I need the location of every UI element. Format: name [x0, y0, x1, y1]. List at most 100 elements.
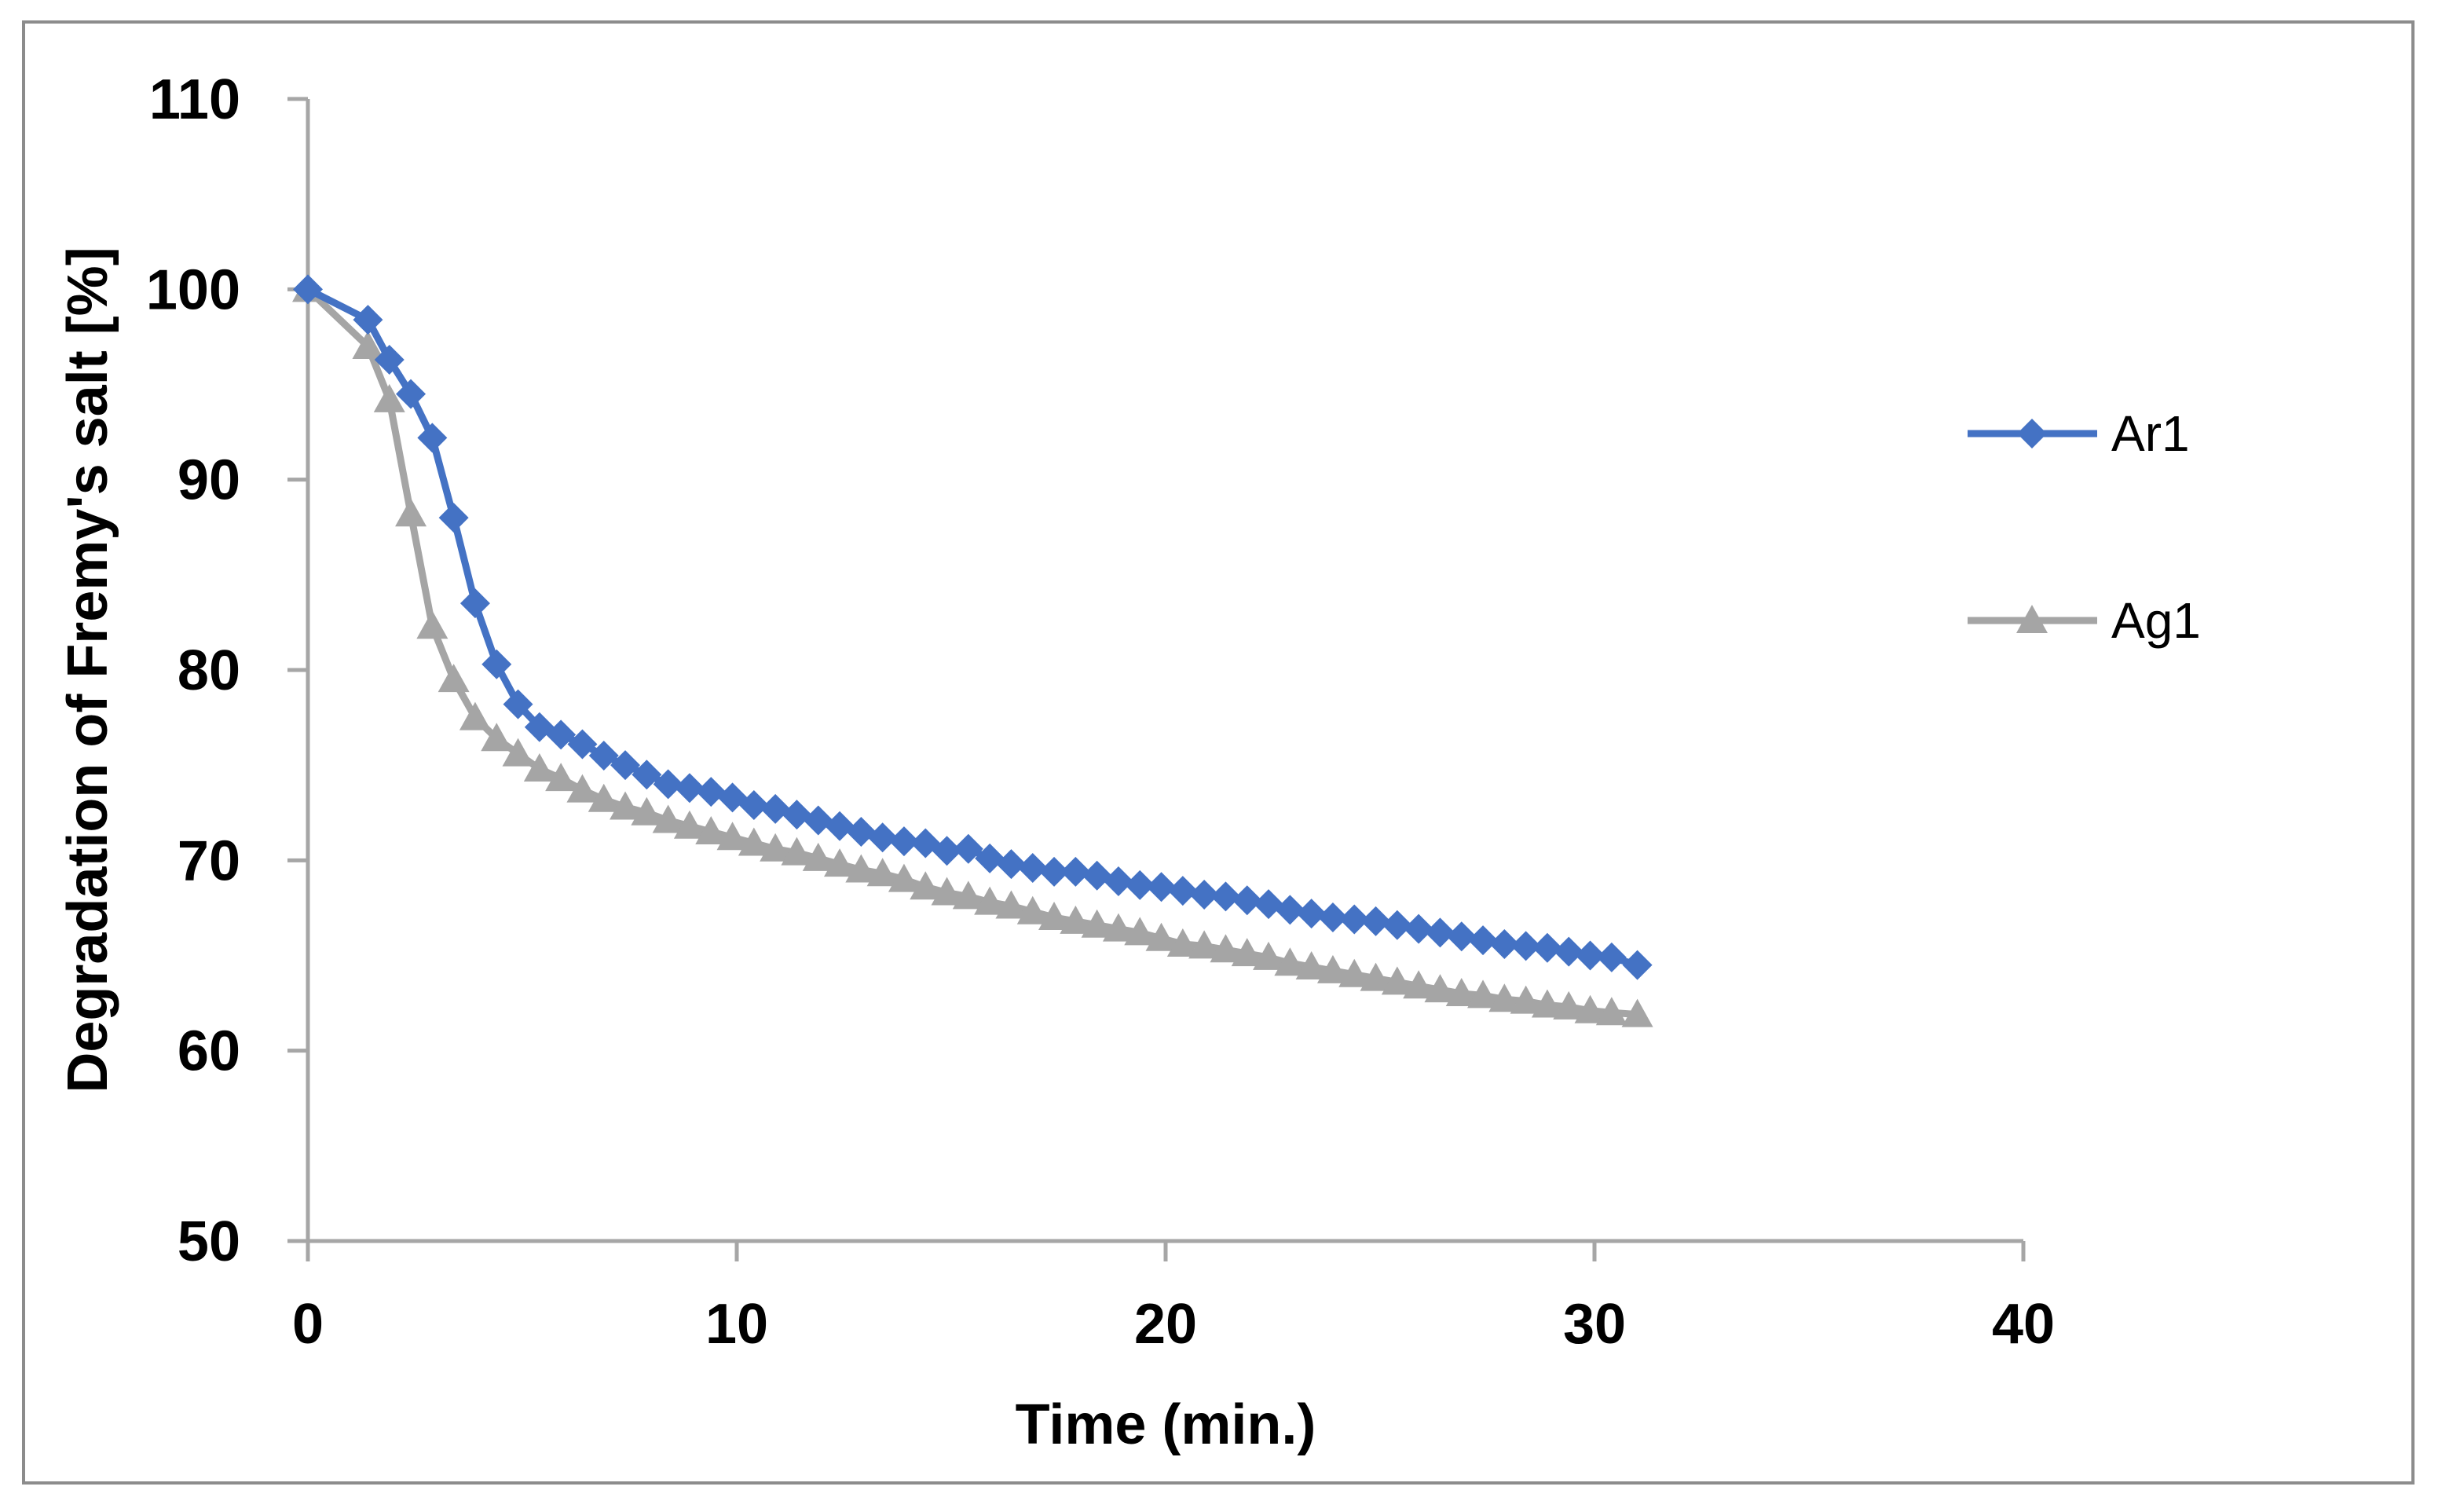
data-point [932, 836, 962, 866]
data-point [417, 423, 448, 453]
data-point [1596, 942, 1627, 972]
data-point [1017, 853, 1048, 884]
data-point [1060, 905, 1092, 934]
data-point [1188, 930, 1221, 959]
data-point [1468, 925, 1499, 956]
data-point [1102, 913, 1134, 942]
data-point [293, 274, 323, 305]
data-point [1554, 936, 1584, 967]
data-point [674, 773, 705, 804]
data-point [1254, 889, 1284, 920]
data-point [931, 877, 963, 906]
y-tick-label: 90 [178, 449, 240, 512]
data-point [975, 843, 1005, 873]
data-point [653, 769, 683, 800]
data-point [953, 833, 983, 864]
series-ag1 [292, 273, 1653, 1027]
axes [306, 99, 2023, 1243]
data-point [1445, 977, 1477, 1006]
data-point [910, 871, 942, 900]
data-point [1467, 979, 1499, 1009]
y-tick-label: 110 [149, 68, 240, 131]
y-tick-label: 80 [178, 639, 240, 702]
data-point [1489, 928, 1520, 959]
data-point [416, 610, 448, 639]
data-point [632, 760, 662, 790]
data-point [867, 822, 898, 853]
y-tick-label: 100 [146, 258, 240, 321]
data-point [824, 848, 856, 877]
data-point [1275, 895, 1305, 925]
series-line-ar1 [306, 286, 1638, 968]
data-point [1595, 997, 1627, 1026]
legend: Ar1 Ag1 [1968, 405, 2201, 649]
data-point [866, 858, 899, 887]
data-point [995, 890, 1027, 919]
data-point [1081, 909, 1113, 938]
data-point [1189, 879, 1220, 910]
data-point [760, 793, 791, 824]
data-point [373, 383, 405, 412]
data-point [1060, 856, 1091, 887]
data-point [1532, 932, 1562, 963]
data-point [825, 811, 855, 841]
data-point [1253, 941, 1285, 970]
data-point [1531, 989, 1563, 1018]
data-point [1425, 917, 1455, 948]
data-point [1016, 895, 1049, 924]
legend-marker [2016, 605, 2048, 633]
ticks: 50 60 70 80 90 100 110 0 10 20 30 40 [146, 68, 2055, 1356]
data-point [588, 783, 620, 812]
data-point [1145, 922, 1177, 951]
x-tick-label: 30 [1563, 1293, 1626, 1356]
data-point [438, 664, 470, 693]
data-point [716, 822, 749, 851]
data-point [1317, 902, 1348, 933]
data-point [802, 842, 834, 871]
data-point [652, 804, 684, 833]
data-point [781, 837, 813, 866]
data-point [738, 790, 769, 821]
data-point [1167, 876, 1198, 906]
data-point [1403, 970, 1435, 999]
data-point [1210, 934, 1242, 963]
data-point [610, 791, 642, 820]
data-point [353, 305, 383, 335]
data-point [1488, 983, 1521, 1012]
data-point [974, 886, 1006, 915]
y-tick-label: 70 [178, 829, 240, 892]
data-point [1510, 931, 1541, 961]
data-point [845, 854, 877, 883]
x-axis-title: Time (min.) [1016, 1393, 1316, 1456]
data-point [952, 880, 984, 910]
data-point [1360, 962, 1392, 991]
data-point [459, 588, 490, 619]
data-point [1124, 917, 1156, 946]
data-point [1553, 990, 1585, 1020]
data-point [546, 719, 577, 750]
data-point [1295, 951, 1327, 980]
x-tick-label: 0 [292, 1293, 324, 1356]
data-point [888, 863, 920, 892]
data-point [438, 503, 469, 533]
data-point [1038, 902, 1071, 931]
data-point [1424, 974, 1456, 1003]
data-point [782, 800, 812, 830]
data-point [352, 331, 384, 360]
data-point [996, 849, 1027, 880]
data-point [374, 344, 405, 375]
data-point [1125, 869, 1155, 900]
data-point [1166, 928, 1199, 957]
data-point [1446, 921, 1477, 952]
x-tick-label: 20 [1134, 1293, 1197, 1356]
x-tick-label: 40 [1992, 1293, 2055, 1356]
data-point [1316, 954, 1349, 983]
legend-item-ar1: Ar1 [1968, 405, 2190, 462]
data-point [1082, 860, 1112, 891]
data-point [803, 805, 833, 836]
data-point [1574, 994, 1606, 1023]
data-point [502, 738, 534, 767]
series-ar1 [293, 274, 1653, 980]
data-point [610, 750, 641, 781]
